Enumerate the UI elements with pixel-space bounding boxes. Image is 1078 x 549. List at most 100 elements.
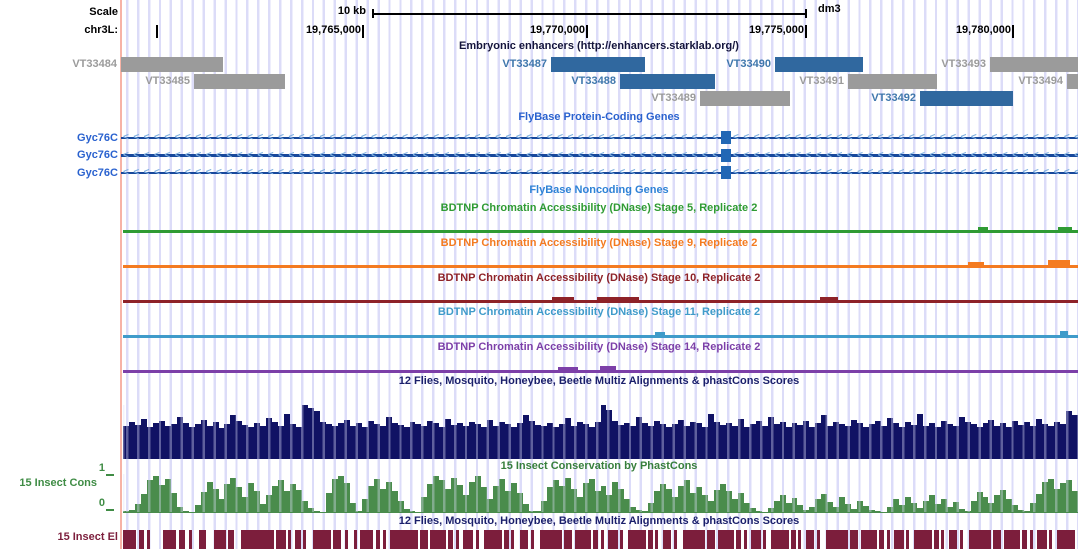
histogram-bar [791, 423, 798, 459]
histogram-bar [433, 475, 440, 513]
histogram-bar [278, 479, 285, 513]
bdtnp-signal-peak [1060, 331, 1068, 337]
histogram-bar [379, 488, 386, 513]
histogram-bar [684, 479, 691, 513]
insect-element-block [791, 530, 796, 549]
histogram-bar [409, 422, 416, 459]
insect-element-block [463, 530, 473, 549]
enhancer-box-VT33485[interactable] [194, 74, 285, 89]
bdtnp-baseline-3[interactable] [123, 335, 1078, 338]
histogram-bar [701, 495, 708, 513]
enhancer-box-VT33491[interactable] [848, 74, 937, 89]
ruler-tick [1012, 25, 1014, 38]
enhancer-label-VT33492: VT33492 [871, 92, 916, 104]
histogram-bar [373, 478, 380, 513]
histogram-bar [576, 421, 583, 459]
insect-element-block [476, 530, 479, 549]
histogram-bar [654, 421, 661, 459]
enhancer-box-VT33487[interactable] [551, 57, 645, 72]
multiz-histogram[interactable] [123, 405, 1078, 459]
enhancer-label-VT33487: VT33487 [502, 58, 547, 70]
histogram-bar [875, 421, 882, 459]
histogram-bar [779, 495, 786, 513]
enhancer-box-VT33484[interactable] [121, 57, 223, 72]
conservation-histogram[interactable] [123, 474, 1078, 513]
conservation-baseline [123, 511, 1078, 513]
histogram-bar [1072, 491, 1078, 513]
axis-tick-1 [106, 474, 114, 476]
insect-element-block [861, 530, 877, 549]
histogram-bar [1018, 424, 1025, 459]
flybase-coding-title: FlyBase Protein-Coding Genes [518, 111, 680, 123]
gene-intron-line [121, 154, 1078, 157]
histogram-bar [1042, 423, 1049, 459]
histogram-bar [367, 485, 374, 513]
histogram-bar [564, 417, 571, 459]
histogram-bar [887, 506, 893, 513]
histogram-bar [725, 491, 732, 513]
histogram-bar [952, 501, 959, 513]
enhancer-box-VT33488[interactable] [620, 74, 715, 89]
insect-element-block [520, 530, 528, 549]
insect-element-block [303, 530, 306, 549]
histogram-bar [839, 497, 846, 513]
histogram-bar [606, 410, 613, 459]
histogram-bar [439, 479, 446, 513]
enhancer-track-title: Embryonic enhancers (http://enhancers.st… [459, 40, 739, 52]
insect-element-block [1030, 530, 1033, 549]
histogram-bar [373, 423, 380, 459]
histogram-bar [612, 420, 619, 459]
histogram-bar [767, 507, 774, 513]
enhancer-label-VT33484: VT33484 [72, 58, 117, 70]
histogram-bar [588, 426, 595, 459]
insect-element-block [608, 530, 618, 549]
histogram-bar [445, 488, 452, 513]
histogram-bar [690, 422, 696, 459]
histogram-bar [278, 426, 285, 459]
histogram-bar [594, 422, 601, 459]
gene-exon-box[interactable] [721, 131, 731, 144]
histogram-bar [194, 424, 201, 459]
enhancer-box-VT33494[interactable] [1067, 74, 1078, 89]
scale-bar-cap-left [372, 9, 374, 18]
gene-isoform-row[interactable]: Gyc76C <<<<<<<<<<<<<<<<<<<<<<<<<<<<<<<<<<… [0, 166, 1078, 180]
enhancer-box-VT33493[interactable] [990, 57, 1078, 72]
bdtnp-baseline-1[interactable] [123, 265, 1078, 268]
gene-isoform-row[interactable]: Gyc76C <<<<<<<<<<<<<<<<<<<<<<<<<<<<<<<<<<… [0, 131, 1078, 145]
histogram-bar [833, 506, 840, 513]
insect-element-block [879, 530, 884, 549]
insect-element-block [817, 530, 820, 549]
insect-element-block [894, 530, 904, 549]
gene-exon-box[interactable] [721, 166, 731, 179]
histogram-bar [660, 423, 667, 459]
histogram-bar [594, 491, 601, 513]
histogram-bar [940, 420, 947, 459]
insect-element-block [1022, 530, 1027, 549]
insect-element-block [241, 530, 274, 549]
histogram-bar [1024, 422, 1031, 459]
histogram-bar [337, 422, 344, 459]
bdtnp-baseline-0[interactable] [123, 230, 1078, 233]
histogram-bar [558, 423, 565, 459]
histogram-bar [128, 509, 135, 513]
histogram-bar [827, 425, 834, 459]
histogram-bar [481, 487, 488, 513]
histogram-bar [946, 423, 953, 459]
histogram-bar [319, 421, 326, 459]
histogram-bar [922, 500, 929, 513]
histogram-bar [534, 424, 541, 459]
histogram-bar [457, 422, 464, 459]
insect-element-block [531, 530, 534, 549]
enhancer-box-VT33490[interactable] [775, 57, 863, 72]
gene-exon-box[interactable] [721, 148, 731, 162]
insect-element-block [798, 530, 801, 549]
multiz-track-title-bottom: 12 Flies, Mosquito, Honeybee, Beetle Mul… [398, 515, 800, 527]
histogram-bar [254, 422, 261, 459]
histogram-bar [540, 500, 547, 513]
gene-isoform-row[interactable]: Gyc76C <<<<<<<<<<<<<<<<<<<<<<<<<<<<<<<<<<… [0, 148, 1078, 162]
insect-element-block [960, 530, 963, 549]
enhancer-box-VT33492[interactable] [920, 91, 1013, 106]
enhancer-box-VT33489[interactable] [700, 91, 790, 106]
histogram-bar [845, 426, 852, 459]
bdtnp-signal-peak [820, 297, 838, 302]
